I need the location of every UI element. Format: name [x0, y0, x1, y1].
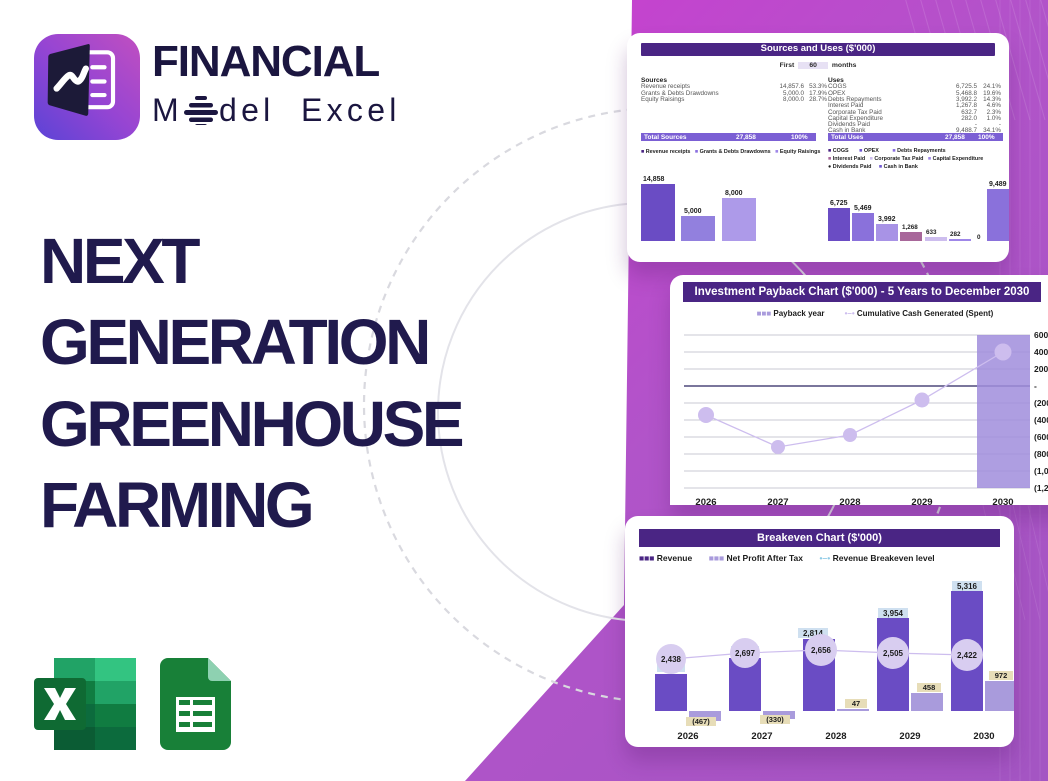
svg-text:5,000: 5,000 [684, 208, 702, 215]
svg-text:(200): (200) [1034, 398, 1048, 408]
svg-text:47: 47 [852, 699, 860, 708]
svg-text:2026: 2026 [695, 497, 716, 505]
svg-text:-: - [1034, 381, 1037, 391]
svg-text:2028: 2028 [825, 731, 846, 742]
svg-text:200: 200 [1034, 364, 1048, 374]
svg-text:972: 972 [995, 671, 1008, 680]
svg-text:3,992: 3,992 [878, 216, 896, 223]
svg-text:2026: 2026 [677, 731, 698, 742]
svg-text:2029: 2029 [911, 497, 932, 505]
svg-text:(600): (600) [1034, 432, 1048, 442]
svg-text:5,469: 5,469 [854, 205, 872, 212]
svg-text:8,000: 8,000 [725, 190, 743, 197]
svg-text:0: 0 [977, 234, 981, 241]
svg-text:2028: 2028 [839, 497, 860, 505]
svg-text:3,954: 3,954 [883, 609, 904, 618]
svg-text:14,858: 14,858 [643, 176, 665, 183]
svg-text:1,268: 1,268 [902, 224, 918, 231]
svg-text:600: 600 [1034, 330, 1048, 340]
svg-text:(400): (400) [1034, 415, 1048, 425]
svg-text:6,725: 6,725 [830, 200, 848, 207]
svg-text:5,316: 5,316 [957, 582, 978, 591]
svg-text:633: 633 [926, 229, 937, 236]
svg-text:2,422: 2,422 [957, 651, 978, 660]
svg-text:2027: 2027 [767, 497, 788, 505]
svg-text:(1,200: (1,200 [1034, 483, 1048, 493]
svg-text:2030: 2030 [973, 731, 994, 742]
svg-text:(800): (800) [1034, 449, 1048, 459]
svg-text:(467): (467) [692, 717, 710, 726]
svg-text:2,656: 2,656 [811, 646, 832, 655]
svg-text:2027: 2027 [751, 731, 772, 742]
svg-text:2,697: 2,697 [735, 649, 756, 658]
svg-text:2030: 2030 [992, 497, 1013, 505]
svg-text:282: 282 [950, 231, 961, 238]
svg-text:2029: 2029 [899, 731, 920, 742]
svg-text:2,438: 2,438 [661, 655, 682, 664]
svg-text:400: 400 [1034, 347, 1048, 357]
svg-text:2,505: 2,505 [883, 649, 904, 658]
svg-text:(1,000: (1,000 [1034, 466, 1048, 476]
svg-text:458: 458 [923, 683, 936, 692]
svg-text:(330): (330) [766, 715, 784, 724]
svg-text:9,489: 9,489 [989, 181, 1007, 188]
